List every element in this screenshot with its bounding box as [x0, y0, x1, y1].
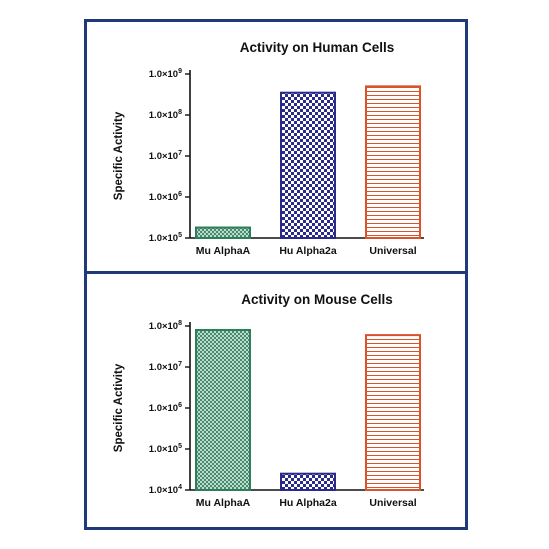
human-chart-y-axis-label: Specific Activity [113, 111, 125, 200]
mouse-chart-bar-mu-alphaa [195, 328, 251, 491]
mouse-chart-y-tick-label: 1.0×104 [149, 484, 182, 496]
mouse-chart-bar-universal [365, 334, 421, 492]
mouse-chart-x-tick-label: Mu AlphaA [196, 497, 251, 509]
human-chart-y-tick-label: 1.0×109 [149, 68, 182, 80]
human-chart-title: Activity on Human Cells [240, 40, 395, 55]
human-chart-y-tick-label: 1.0×108 [149, 109, 182, 121]
human-chart-y-tick-label: 1.0×106 [149, 191, 182, 203]
chart-mouse-cells: Activity on Mouse Cells Specific Activity… [113, 292, 424, 509]
chart-human-cells: Activity on Human Cells Specific Activity… [113, 40, 424, 257]
human-chart-x-tick-label: Universal [369, 245, 416, 257]
figure-frame [84, 19, 468, 530]
human-chart-y-tick-label: 1.0×105 [149, 232, 182, 244]
mouse-chart-y-tick-label: 1.0×108 [149, 320, 182, 332]
human-chart-bar-universal [365, 85, 421, 240]
mouse-chart-y-axis-label: Specific Activity [113, 363, 125, 452]
mouse-chart-bar-hu-alpha2a [280, 472, 336, 492]
mouse-chart-title: Activity on Mouse Cells [241, 292, 393, 307]
mouse-chart-y-tick-label: 1.0×107 [149, 361, 182, 373]
human-chart-bar-mu-alphaa [195, 226, 251, 240]
human-chart-y-tick-label: 1.0×107 [149, 150, 182, 162]
mouse-chart-y-tick-label: 1.0×106 [149, 402, 182, 414]
human-chart-x-tick-label: Mu AlphaA [196, 245, 251, 257]
human-chart-bar-hu-alpha2a [280, 91, 336, 239]
mouse-chart-y-tick-label: 1.0×105 [149, 443, 182, 455]
mouse-chart-x-tick-label: Universal [369, 497, 416, 509]
mouse-chart-x-tick-label: Hu Alpha2a [279, 497, 337, 509]
panel-divider [84, 271, 468, 274]
human-chart-x-tick-label: Hu Alpha2a [279, 245, 337, 257]
